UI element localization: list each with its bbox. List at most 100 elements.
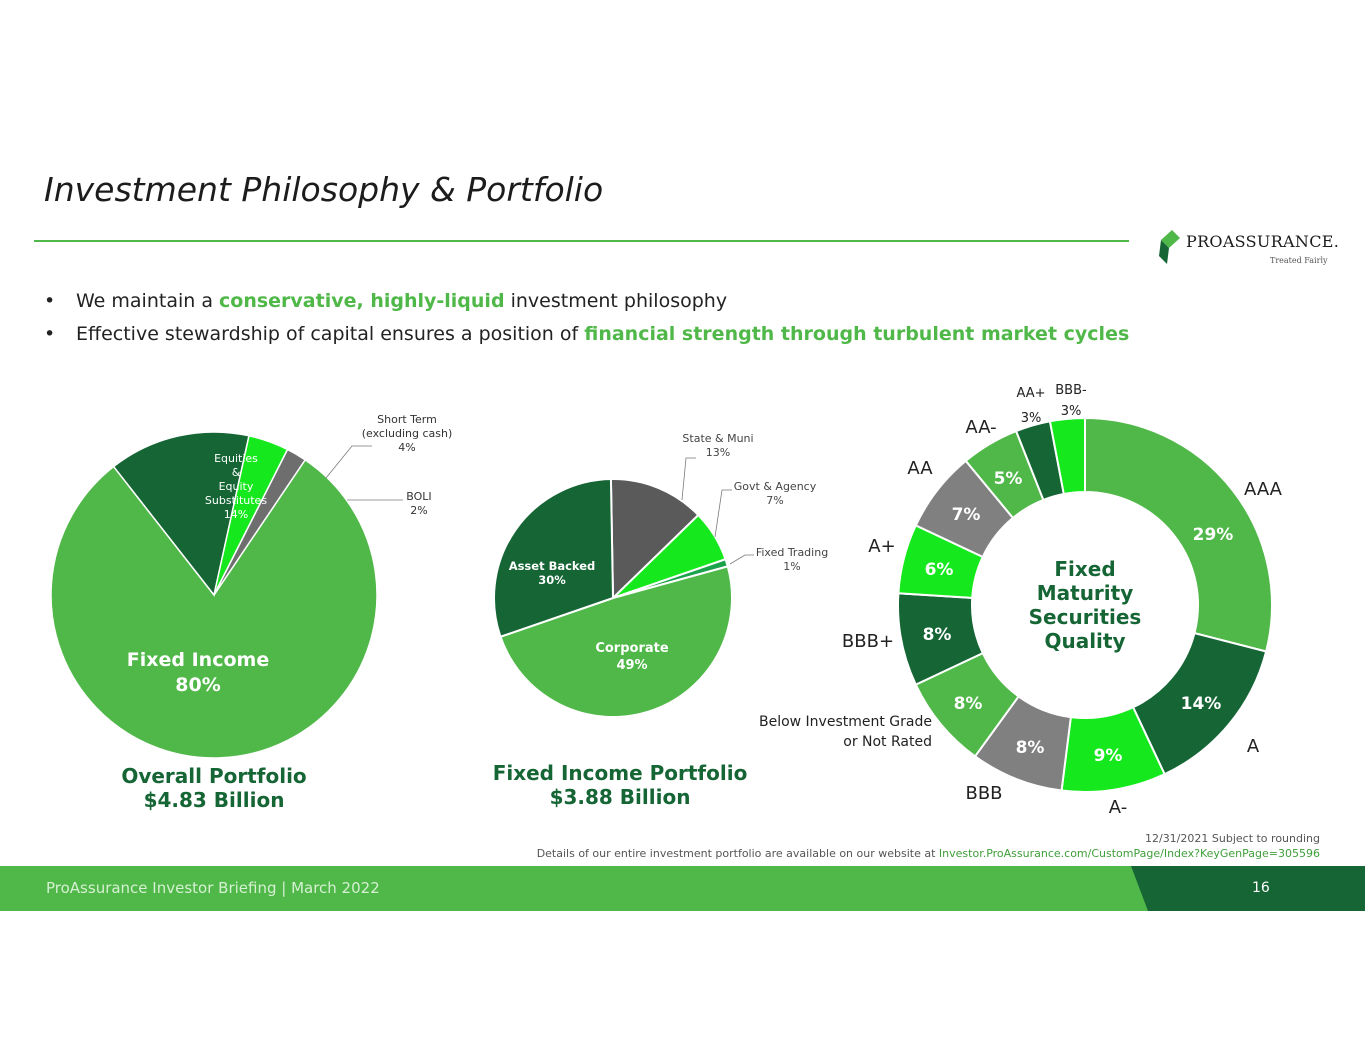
slice-percent: 3% [1061,404,1082,419]
slice-percent: 7% [952,505,981,525]
donut-slice [1048,416,1086,496]
slice-percent: 8% [923,625,952,645]
slice-label-line: 4% [398,441,415,454]
rating-label: A+ [868,536,895,557]
rating-label-line: A+ [868,536,895,557]
fixed-income-caption: Fixed Income Portfolio $3.88 Billion [470,761,770,809]
investor-link[interactable]: Investor.ProAssurance.com/CustomPage/Ind… [938,847,1320,860]
company-logo: PROASSURANCE. Treated Fairly [1158,228,1339,272]
slice-label: Equities & Equity Substitutes 14% [205,452,267,521]
slice-label-line: BOLI [406,490,431,503]
rating-label: BBB+ [842,631,894,652]
slice-label-line: 30% [538,573,566,587]
page-title: Investment Philosophy & Portfolio [44,170,604,209]
slice-percent: 8% [1016,738,1045,758]
caption-line: $4.83 Billion [143,788,285,812]
donut-center-label-line: Maturity [1037,581,1134,605]
rating-label: A [1247,736,1260,757]
slice-label: Fixed Trading 1% [756,546,828,573]
slice-label-line: Govt & Agency [734,480,817,493]
leader-line [681,457,696,501]
rating-label-line: BBB- [1055,383,1087,398]
caption-line: Overall Portfolio [121,764,307,788]
slice-percent-line: 8% [954,694,983,714]
rating-label: A- [1109,797,1127,818]
slice-label-line: Asset Backed [509,559,596,573]
slice-percent-line: 6% [925,560,954,580]
bullet-highlight: conservative, highly-liquid [219,290,505,312]
slice-label-line: 49% [616,658,647,673]
logo-mark-icon [1159,230,1180,264]
donut-slice [1084,416,1273,653]
note-text: Details of our entire investment portfol… [536,847,939,860]
slice-percent: 14% [1181,694,1222,714]
slice-percent: 9% [1094,746,1123,766]
slice-label-line: Equity [219,480,254,493]
rating-label-line: AA [907,458,933,479]
rating-label: AA+ [1016,386,1045,401]
rating-label-line: or Not Rated [843,734,932,750]
bullet-highlight: financial strength through turbulent mar… [584,323,1130,345]
slice-label: Govt & Agency 7% [734,480,817,507]
rating-label-line: AA+ [1016,386,1045,401]
rating-label-line: BBB [965,783,1002,804]
charts-canvas: Fixed Income 80% Equities & Equity Substitute… [50,383,1283,818]
slice-label-line: & [232,466,241,479]
pie-slice [493,477,615,639]
title-divider [34,240,1129,242]
slice-label-line: Short Term [377,413,437,426]
slice-percent-line: 3% [1061,404,1082,419]
page-number: 16 [1252,880,1270,896]
rating-label-line: Below Investment Grade [759,714,932,730]
pie-slice [50,458,378,759]
rating-label: BBB [965,783,1002,804]
bullet-text: investment philosophy [504,290,728,312]
bullet-marker: • [44,323,56,345]
slice-percent: 3% [1021,411,1042,426]
rating-label: AAA [1244,479,1283,500]
slice-label-line: (excluding cash) [362,427,453,440]
slice-percent-line: 7% [952,505,981,525]
rating-label: BBB- [1055,383,1087,398]
slice-percent: 8% [954,694,983,714]
footer-accent [1131,866,1365,911]
slice-percent-line: 14% [1181,694,1222,714]
pie-slice [213,448,307,596]
slice-label-line: State & Muni [682,432,753,445]
leader-line [729,554,754,565]
pie-slice [499,565,733,718]
slice-label-line: Corporate [595,641,669,656]
slice-percent-line: 8% [923,625,952,645]
pie-slice [609,478,700,601]
rating-label-line: AA- [965,417,996,438]
slice-percent-line: 3% [1021,411,1042,426]
slice-percent-line: 5% [994,469,1023,489]
donut-center-label-line: Quality [1044,629,1125,653]
slice-label-line: 1% [783,560,800,573]
slice-percent-line: 9% [1094,746,1123,766]
logo-tagline: Treated Fairly [1270,256,1328,265]
rating-label-line: BBB+ [842,631,894,652]
slice-label: State & Muni 13% [682,432,753,459]
slice-label-line: 2% [410,504,427,517]
logo-wordmark: PROASSURANCE. [1186,232,1340,251]
slice-label-line: 80% [175,674,220,696]
slice-percent: 5% [994,469,1023,489]
slice-label-line: 14% [224,508,248,521]
caption-line: $3.88 Billion [549,785,691,809]
rating-label-line: AAA [1244,479,1283,500]
rating-label-line: A [1247,736,1260,757]
slice-label: Corporate 49% [595,641,669,673]
slice-label-line: Substitutes [205,494,267,507]
pie-slice [112,431,250,597]
rating-label: Below Investment Grade or Not Rated [759,714,932,750]
slice-percent-line: 8% [1016,738,1045,758]
rounding-note: 12/31/2021 Subject to rounding [1144,832,1320,845]
slice-label-line: 7% [766,494,783,507]
slice-percent: 29% [1193,525,1234,545]
slice-label-line: Fixed Income [127,649,269,671]
slice-label-line: Fixed Trading [756,546,828,559]
bullet-marker: • [44,290,56,312]
overall-portfolio-caption: Overall Portfolio $4.83 Billion [104,764,324,812]
slice-label: Asset Backed 30% [509,559,596,587]
